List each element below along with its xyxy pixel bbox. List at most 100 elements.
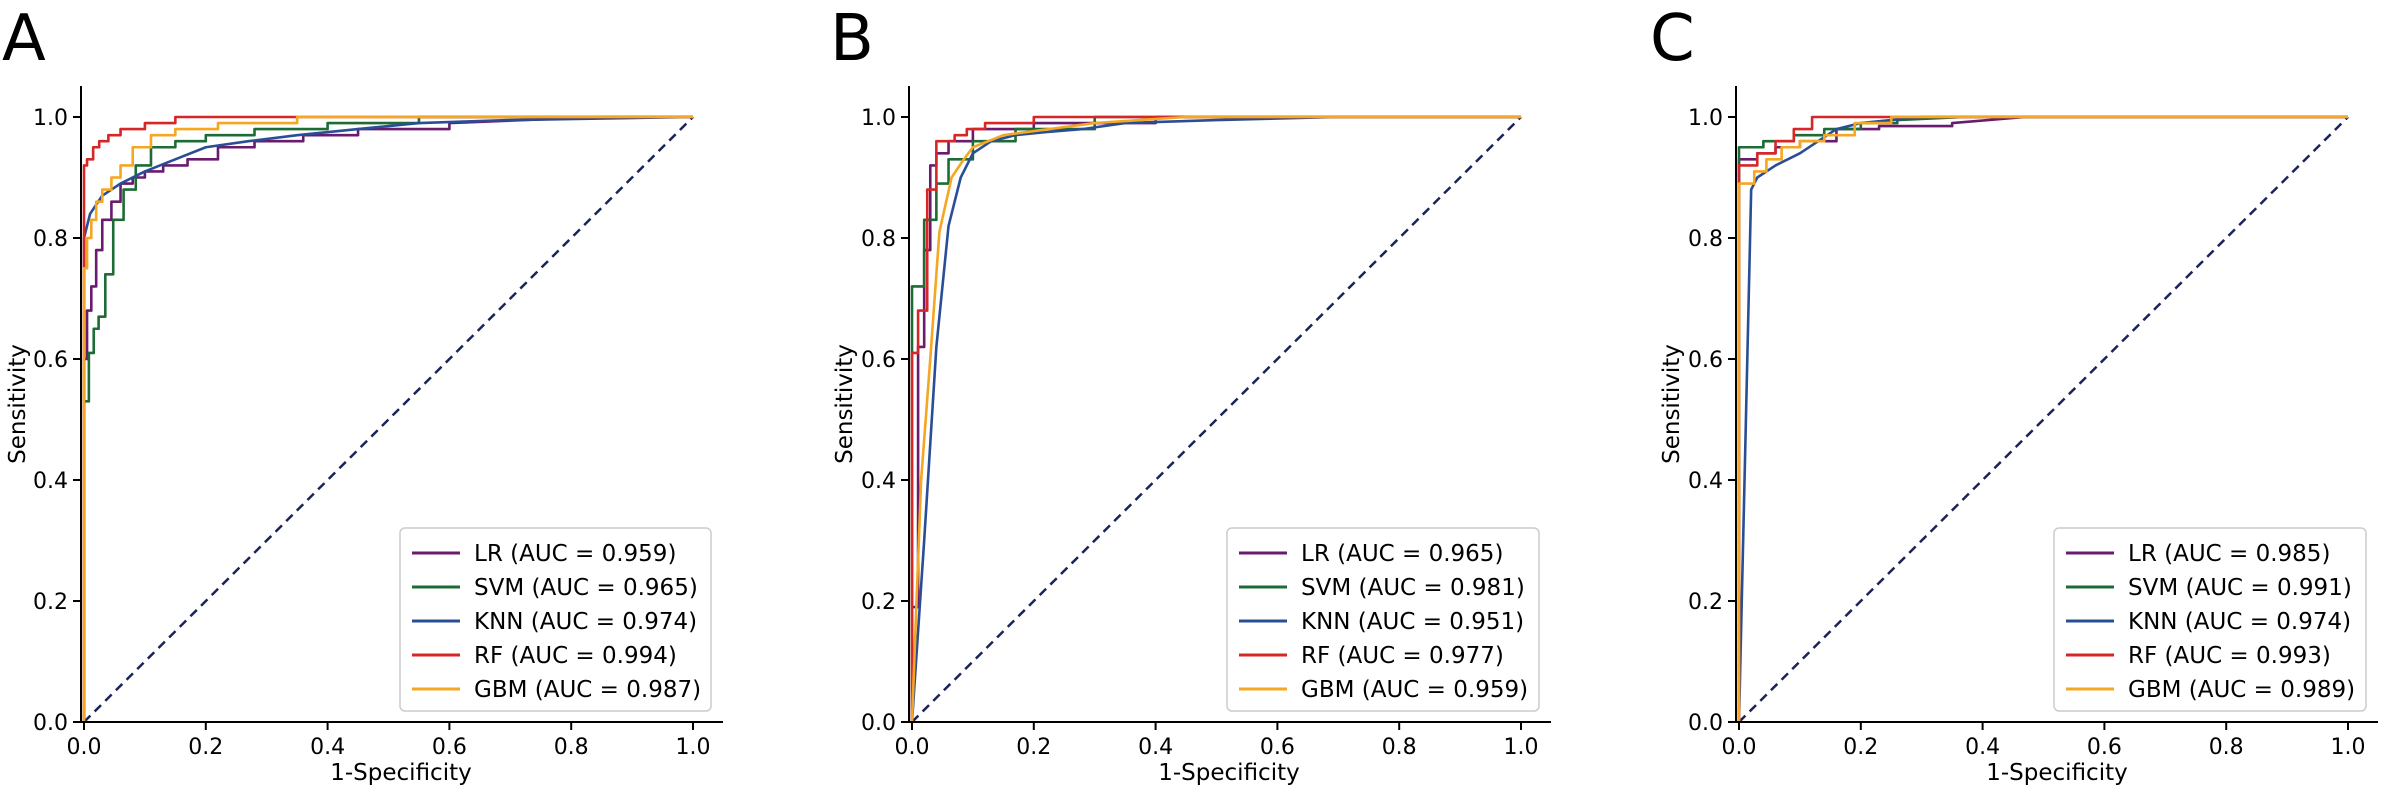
legend-label-knn: KNN (AUC = 0.951): [1301, 609, 1524, 635]
x-tick-label: 0.8: [2209, 735, 2244, 760]
x-axis: 0.0 0.2 0.4 0.6 0.8 1.0 1-Specificity: [895, 721, 1551, 786]
x-axis-label: 1-Specificity: [1986, 760, 2127, 786]
y-axis-label: Sensitivity: [832, 344, 858, 464]
x-tick-label: 1.0: [2331, 735, 2366, 760]
legend-item-knn: KNN (AUC = 0.951): [1239, 609, 1524, 635]
x-axis-label: 1-Specificity: [1158, 760, 1299, 786]
y-axis: 0.0 0.2 0.4 0.6 0.8 1.0 Sensitivity: [5, 86, 82, 736]
x-axis-label: 1-Specificity: [330, 760, 471, 786]
legend-box: [399, 527, 712, 712]
y-tick-label: 0.6: [33, 348, 68, 373]
legend-item-rf: RF (AUC = 0.994): [412, 643, 677, 669]
legend-item-lr: LR (AUC = 0.965): [1239, 541, 1503, 567]
panel-letter: C: [1650, 2, 1695, 76]
x-tick-label: 0.4: [310, 735, 345, 760]
panel-a: A 0.0 0.2 0.4 0.6 0.8 1.0 1-Specificity 0.0 0.…: [2, 2, 723, 786]
x-tick-label: 0.6: [1260, 735, 1295, 760]
legend-box: [1226, 527, 1540, 712]
roc-curve-rf: [910, 115, 1521, 722]
x-tick-label: 0.6: [2087, 735, 2122, 760]
legend-label-knn: KNN (AUC = 0.974): [474, 609, 697, 635]
x-tick-label: 0.2: [188, 735, 223, 760]
roc-curve-svm: [82, 115, 693, 722]
y-tick-label: 0.8: [1688, 227, 1723, 252]
x-tick-label: 0.0: [67, 735, 102, 760]
legend-item-gbm: GBM (AUC = 0.987): [412, 677, 701, 703]
roc-curve-rf: [82, 115, 693, 722]
x-axis: 0.0 0.2 0.4 0.6 0.8 1.0 1-Specificity: [1722, 721, 2378, 786]
y-axis-label: Sensitivity: [5, 344, 31, 464]
legend-item-knn: KNN (AUC = 0.974): [2066, 609, 2351, 635]
y-tick-label: 0.0: [861, 711, 896, 736]
legend-label-gbm: GBM (AUC = 0.987): [474, 677, 701, 703]
y-tick-label: 0.6: [861, 348, 896, 373]
panel-letter: A: [2, 2, 46, 76]
legend-label-gbm: GBM (AUC = 0.959): [1301, 677, 1528, 703]
x-tick-label: 0.8: [1382, 735, 1417, 760]
panel-b: B 0.0 0.2 0.4 0.6 0.8 1.0 1-Specificity 0.00.…: [830, 2, 1551, 786]
chance-diagonal: [1738, 116, 2349, 723]
y-tick-label: 1.0: [861, 106, 896, 131]
x-tick-label: 0.2: [1843, 735, 1878, 760]
roc-curve-rf: [1737, 115, 2348, 722]
y-tick-label: 1.0: [33, 106, 68, 131]
panel-c: C 0.0 0.2 0.4 0.6 0.8 1.0 1-Specificity 0.00.…: [1650, 2, 2378, 786]
legend-label-lr: LR (AUC = 0.959): [474, 541, 676, 567]
legend-item-lr: LR (AUC = 0.985): [2066, 541, 2330, 567]
x-tick-label: 1.0: [1504, 735, 1539, 760]
roc-curve-knn: [82, 115, 694, 722]
roc-curve-gbm: [1737, 115, 2348, 722]
y-tick-label: 0.4: [861, 469, 896, 494]
legend-box: [2053, 527, 2367, 712]
legend-item-rf: RF (AUC = 0.993): [2066, 643, 2331, 669]
legend-label-rf: RF (AUC = 0.977): [1301, 643, 1504, 669]
roc-curve-gbm: [910, 115, 1521, 723]
y-tick-label: 0.8: [33, 227, 68, 252]
legend-label-gbm: GBM (AUC = 0.989): [2128, 677, 2355, 703]
y-tick-label: 0.2: [861, 590, 896, 615]
roc-curve-gbm: [82, 115, 693, 722]
y-tick-label: 0.6: [1688, 348, 1723, 373]
legend-item-gbm: GBM (AUC = 0.959): [1239, 677, 1528, 703]
x-tick-label: 0.0: [895, 735, 930, 760]
legend-item-svm: SVM (AUC = 0.965): [412, 575, 698, 601]
roc-curve-knn: [910, 115, 1521, 723]
legend-item-knn: KNN (AUC = 0.974): [412, 609, 697, 635]
legend-label-knn: KNN (AUC = 0.974): [2128, 609, 2351, 635]
legend: LR (AUC = 0.985) SVM (AUC = 0.991) KNN (…: [2053, 527, 2367, 712]
y-tick-label: 0.8: [861, 227, 896, 252]
panel-letter: B: [830, 2, 874, 76]
y-axis-label: Sensitivity: [1659, 344, 1685, 464]
legend-item-rf: RF (AUC = 0.977): [1239, 643, 1504, 669]
x-tick-label: 1.0: [676, 735, 711, 760]
y-axis: 0.0 0.2 0.4 0.6 0.8 1.0 Sensitivity: [1659, 86, 1737, 736]
y-tick-label: 0.2: [33, 590, 68, 615]
legend-item-gbm: GBM (AUC = 0.989): [2066, 677, 2355, 703]
x-tick-label: 0.8: [554, 735, 589, 760]
legend-item-svm: SVM (AUC = 0.991): [2066, 575, 2352, 601]
x-axis: 0.0 0.2 0.4 0.6 0.8 1.0 1-Specificity: [67, 721, 723, 786]
y-tick-label: 1.0: [1688, 106, 1723, 131]
legend-label-svm: SVM (AUC = 0.981): [1301, 575, 1525, 601]
x-tick-label: 0.4: [1965, 735, 2000, 760]
legend-label-lr: LR (AUC = 0.965): [1301, 541, 1503, 567]
roc-curve-lr: [82, 115, 693, 722]
x-tick-label: 0.6: [432, 735, 467, 760]
y-tick-label: 0.4: [1688, 469, 1723, 494]
y-axis: 0.0 0.2 0.4 0.6 0.8 1.0 Sensitivity: [832, 86, 910, 736]
y-tick-label: 0.2: [1688, 590, 1723, 615]
legend-label-svm: SVM (AUC = 0.965): [474, 575, 698, 601]
legend: LR (AUC = 0.959) SVM (AUC = 0.965) KNN (…: [399, 527, 712, 712]
legend-label-rf: RF (AUC = 0.993): [2128, 643, 2331, 669]
legend-item-svm: SVM (AUC = 0.981): [1239, 575, 1525, 601]
chance-diagonal: [911, 116, 1522, 723]
chance-diagonal: [83, 116, 694, 723]
x-tick-label: 0.0: [1722, 735, 1757, 760]
legend-label-lr: LR (AUC = 0.985): [2128, 541, 2330, 567]
legend-item-lr: LR (AUC = 0.959): [412, 541, 676, 567]
x-tick-label: 0.4: [1138, 735, 1173, 760]
legend: LR (AUC = 0.965) SVM (AUC = 0.981) KNN (…: [1226, 527, 1540, 712]
y-tick-label: 0.0: [1688, 711, 1723, 736]
legend-label-svm: SVM (AUC = 0.991): [2128, 575, 2352, 601]
